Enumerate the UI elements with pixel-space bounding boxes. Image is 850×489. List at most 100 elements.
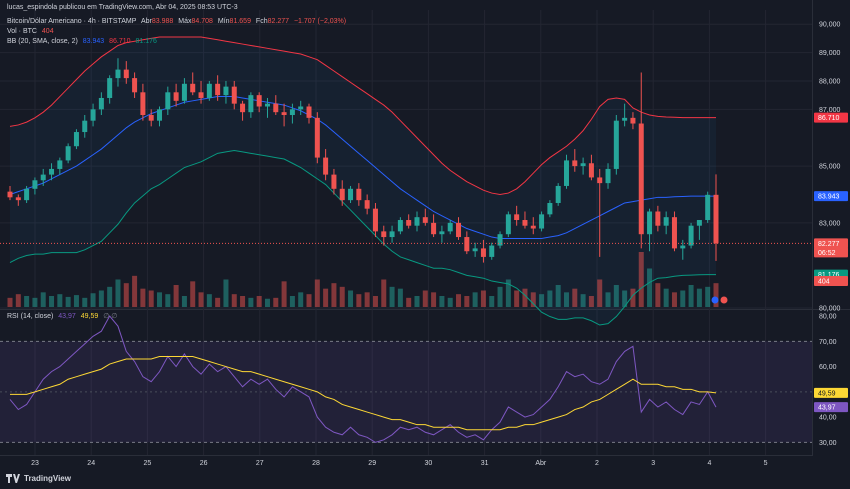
news-flag-icon [720,296,728,304]
price-axis-label: 80,000 [819,306,841,313]
volume-bar [522,288,528,307]
rsi-value: 43,97 [58,313,76,320]
candle-body [480,248,486,257]
candle-body [240,103,246,113]
volume-bar [289,296,295,307]
candle-body [613,120,619,169]
volume-bar [248,297,254,307]
candle-body [314,117,320,158]
volume-bar [696,288,702,307]
publish-line: lucas_espindola publicou em TradingView.… [7,4,238,11]
candle-body [663,217,669,226]
volume-bar [256,296,262,307]
volume-bar [680,290,686,307]
open-label: Abr [140,18,152,25]
candle-body [447,222,453,232]
badge-rsi: 43,97 [818,405,836,412]
volume-bar [539,294,545,307]
price-axis-label: 83,000 [819,220,841,227]
candle-body [15,197,21,201]
candle-body [563,160,569,186]
candle-body [248,95,254,113]
candle-body [148,115,154,121]
volume-bar [32,297,38,307]
candle-body [223,86,229,96]
rsi-extra: ∅ ∅ [103,313,118,320]
badge-bb-basis-bg [814,191,848,202]
volume-bar [397,288,403,307]
candle-body [273,103,279,113]
candle-body [489,245,495,257]
volume-bar [82,297,88,307]
open-value: 83.988 [151,18,174,25]
volume-bar [273,297,279,307]
candle-body [231,86,237,104]
candle-body [472,248,478,252]
candle-body [647,211,653,235]
candle-body [289,109,295,116]
candle-body [597,177,603,184]
volume-bar [572,288,578,307]
volume-bar [547,290,553,307]
candle-body [323,157,329,175]
volume-bar [132,275,138,307]
time-axis-label: 26 [200,460,208,467]
volume-bar [57,294,63,307]
candle-body [57,160,63,169]
candle-body [688,225,694,246]
low-value: 81.659 [229,18,251,25]
time-axis-label: 28 [312,460,320,467]
candle-body [464,237,470,252]
candle-body [115,69,121,79]
candle-body [389,231,395,238]
volume-bar [489,296,495,307]
candle-body [173,92,179,101]
candle-body [505,214,511,235]
volume-bar [49,296,55,307]
volume-bar [530,292,536,307]
candle-body [439,231,445,235]
volume-bar [480,290,486,307]
badge-countdown-bg [814,247,848,258]
candle-body [671,217,677,249]
footer-logo-text: TradingView [24,474,71,483]
bb-legend[interactable]: BB (20, SMA, close, 2) 83.943 86.710 81.… [7,38,160,45]
volume-bar [281,281,287,307]
candle-body [264,103,270,107]
rsi-legend[interactable]: RSI (14, close) 43,97 49,59 ∅ ∅ [7,312,120,320]
event-flag-icon [711,296,719,304]
volume-bar [165,294,171,307]
volume-bar [422,290,428,307]
symbol-name: Bitcoin/Dólar Americano · 4h · BITSTAMP [7,18,137,25]
symbol-legend[interactable]: Bitcoin/Dólar Americano · 4h · BITSTAMP … [7,18,349,25]
badge-bb-basis: 83.943 [818,194,840,201]
badge-last-price-bg [814,238,848,249]
volume-bar [298,292,304,307]
volume-bar [348,290,354,307]
volume-bar [464,296,470,307]
volume-bar [713,283,719,307]
volume-bar [663,288,669,307]
price-axis-label: 90,000 [819,22,841,29]
volume-bar [323,288,329,307]
candle-body [206,83,212,98]
candle-body [298,106,304,110]
time-axis-label: 31 [481,460,489,467]
candle-body [530,225,536,229]
bb-upper-line [9,36,716,195]
volume-bar [15,294,21,307]
bb-basis-value: 83.943 [82,38,105,45]
volume-legend[interactable]: Vol · BTC 404 [7,28,57,35]
candle-body [24,188,30,201]
volume-bar [140,288,146,307]
candle-body [372,208,378,232]
candle-body [356,188,362,201]
volume-bar [65,296,71,307]
rsi-axis-label: 60,00 [819,364,837,371]
badge-bb-upper-bg [814,112,848,123]
badge-volume-bg [814,276,848,286]
close-label: Fch [255,18,268,25]
candle-body [339,188,345,201]
volume-bar [688,285,694,307]
